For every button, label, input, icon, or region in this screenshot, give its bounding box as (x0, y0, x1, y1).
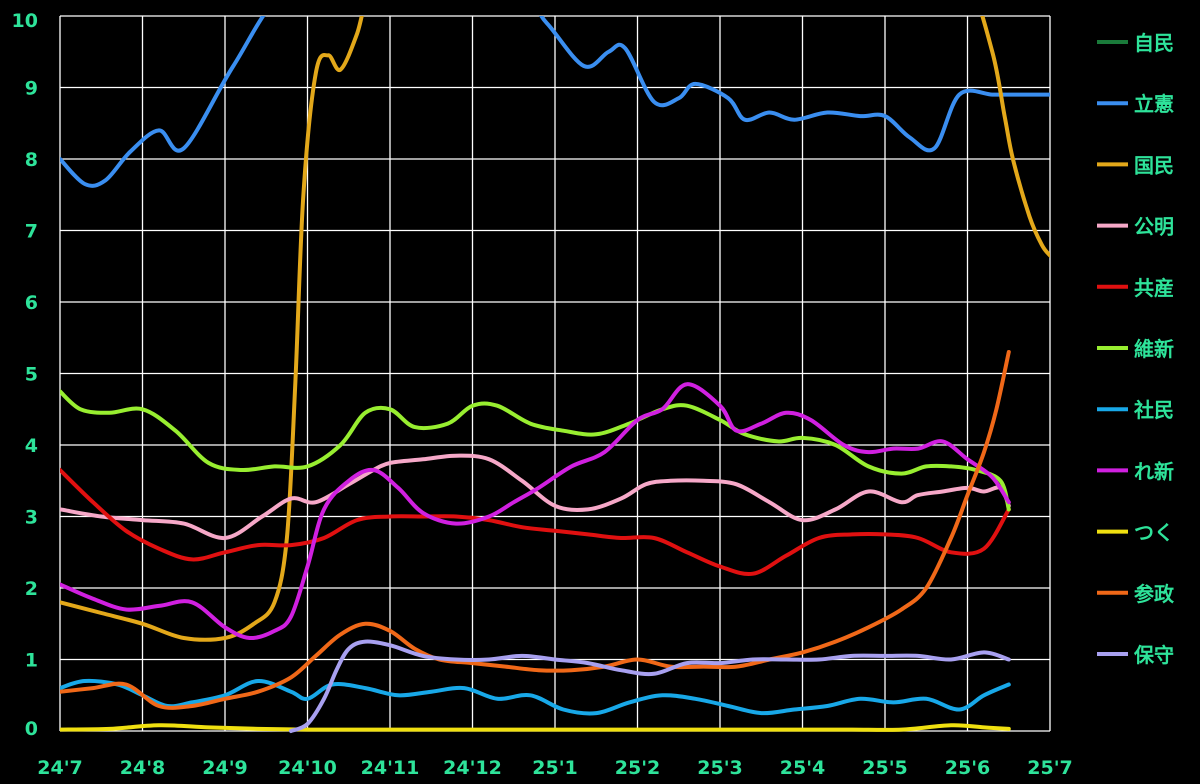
y-tick-label: 7 (25, 221, 38, 243)
series-line-1 (60, 16, 1050, 188)
series-line-3 (60, 453, 1011, 541)
y-axis-ticks: 0 1 2 3 4 5 6 7 8 9 10 (12, 10, 38, 740)
y-tick-label: 0 (25, 718, 38, 740)
x-tick-label: 24'8 (120, 757, 165, 779)
x-tick-label: 24'11 (361, 757, 420, 779)
legend-label: 自民 (1134, 31, 1174, 55)
legend-label: 共産 (1134, 276, 1174, 300)
legend-label: 参政 (1134, 582, 1175, 606)
y-tick-label: 3 (25, 507, 38, 529)
y-tick-label: 10 (12, 10, 38, 32)
x-tick-label: 25'7 (1027, 757, 1072, 779)
series-line-7 (60, 382, 1011, 641)
y-tick-label: 8 (25, 149, 38, 171)
legend-label: つく (1134, 521, 1174, 545)
x-axis-ticks: 24'7 24'8 24'9 24'10 24'11 24'12 25'1 25'2 25'3 2… (37, 757, 1072, 779)
series-line-4 (60, 468, 1011, 577)
legend-label: 保守 (1133, 643, 1174, 667)
series-line-10 (289, 639, 1011, 733)
legend-label: 公明 (1134, 215, 1174, 239)
series-line-5 (60, 389, 1011, 512)
x-tick-label: 25'5 (862, 757, 907, 779)
series-line-6 (60, 678, 1011, 716)
x-tick-label: 25'4 (780, 757, 825, 779)
legend-label: れ新 (1134, 459, 1174, 483)
x-tick-label: 25'2 (615, 757, 660, 779)
x-tick-label: 24'9 (202, 757, 247, 779)
series-line-8 (60, 723, 1011, 732)
series-line-9 (60, 350, 1011, 710)
x-tick-label: 25'1 (532, 757, 577, 779)
y-tick-label: 5 (25, 364, 38, 386)
y-tick-label: 9 (25, 78, 38, 100)
legend-label: 維新 (1134, 337, 1174, 361)
x-tick-label: 25'6 (945, 757, 990, 779)
x-tick-label: 25'3 (697, 757, 742, 779)
x-tick-label: 24'12 (443, 757, 502, 779)
x-tick-label: 24'7 (37, 757, 82, 779)
y-tick-label: 6 (25, 292, 38, 314)
legend-label: 国民 (1134, 153, 1174, 177)
x-tick-label: 24'10 (278, 757, 337, 779)
y-tick-label: 2 (25, 578, 38, 600)
y-tick-label: 1 (25, 650, 38, 672)
series-lines (60, 16, 1050, 733)
legend-label: 立憲 (1134, 92, 1174, 116)
y-tick-label: 4 (25, 435, 38, 457)
legend-label: 社民 (1133, 398, 1174, 422)
series-line-2 (60, 16, 1050, 642)
